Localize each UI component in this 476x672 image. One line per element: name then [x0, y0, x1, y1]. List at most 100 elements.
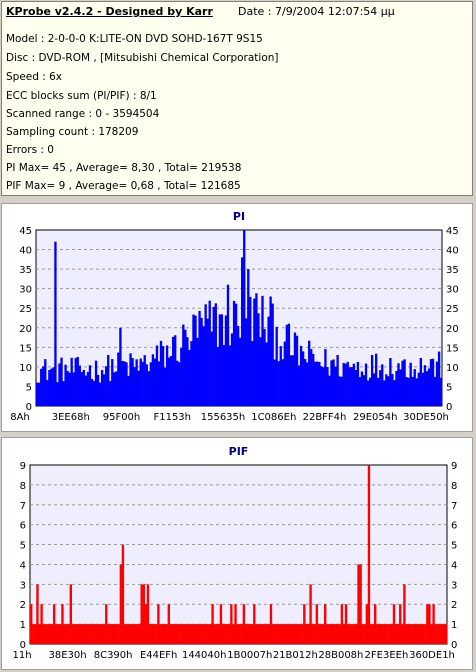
pi-bar — [417, 372, 420, 406]
pif-bar — [259, 624, 262, 644]
pif-y-tick-label-left: 5 — [20, 541, 26, 552]
pif-bar — [48, 624, 52, 644]
pif-bar — [109, 624, 112, 644]
pif-bar — [157, 604, 160, 644]
pi-bar — [389, 357, 392, 406]
pif-bar — [276, 624, 279, 644]
pi-bar — [419, 357, 422, 406]
pif-bar — [217, 624, 221, 644]
pif-bar — [188, 624, 191, 644]
pi-y-tick-label-right: 25 — [446, 304, 459, 315]
pif-bar — [175, 624, 179, 644]
pif-bar — [96, 624, 100, 644]
pi-x-tick-label: 8Ah — [10, 412, 30, 423]
pif-bar — [371, 624, 375, 644]
pi-bar — [131, 358, 134, 406]
pif-y-tick-label-left: 3 — [20, 580, 26, 591]
pif-bar — [315, 604, 319, 644]
pi-bar — [429, 359, 433, 406]
pif-bar — [246, 624, 250, 644]
scan-date: Date : 7/9/2004 12:07:54 μμ — [238, 5, 395, 18]
pi-bar — [322, 367, 325, 406]
pif-bar — [361, 624, 364, 644]
pi-bar — [385, 374, 388, 406]
pif-bar — [394, 624, 398, 644]
pif-x-tick-label: 21B012h — [273, 650, 318, 661]
pi-bar — [102, 374, 106, 406]
pif-bar — [374, 604, 377, 644]
info-panel: KProbe v2.4.2 - Designed by Karr Date : … — [1, 1, 473, 196]
pif-bar — [369, 624, 373, 644]
pif-bar — [232, 624, 235, 644]
pi-bar — [105, 366, 108, 406]
pi-bar — [72, 372, 75, 406]
pi-bar — [383, 380, 386, 406]
pif-bar — [248, 624, 252, 644]
pif-bar — [251, 624, 254, 644]
pif-bar — [294, 624, 298, 644]
pi-bar — [255, 293, 258, 406]
pi-bar — [368, 377, 372, 406]
pi-y-tick-label-left: 10 — [19, 363, 32, 374]
pi-bar — [202, 326, 205, 406]
pi-bar — [139, 358, 142, 406]
pi-bar — [220, 314, 224, 406]
pif-bar — [117, 624, 120, 644]
pi-bar — [401, 360, 404, 406]
pi-bar — [186, 337, 189, 406]
pif-bar — [100, 624, 104, 644]
pif-bar — [357, 564, 360, 644]
pi-bar — [318, 361, 321, 406]
pi-bar — [413, 369, 416, 406]
pi-bar — [273, 359, 276, 406]
pif-bar — [236, 624, 239, 644]
pi-bar — [316, 361, 319, 406]
info-pi-summary: PI Max= 45 , Average= 8,30 , Total= 2195… — [6, 162, 242, 174]
pi-bar — [348, 367, 351, 406]
pif-bar — [42, 624, 45, 644]
pif-y-tick-label-left: 1 — [20, 620, 26, 631]
pif-bar — [384, 624, 387, 644]
pi-bar — [259, 337, 262, 406]
pif-x-tick-label: 38E30h — [49, 650, 87, 661]
pi-bar — [409, 362, 412, 406]
pif-bar — [215, 624, 218, 644]
pif-bar — [301, 624, 304, 644]
pif-y-tick-label-left: 4 — [20, 560, 26, 571]
pif-bar — [225, 624, 229, 644]
info-speed: Speed : 6x — [6, 71, 63, 83]
pi-bar — [245, 318, 248, 406]
pif-bar — [238, 624, 241, 644]
pi-bar — [293, 332, 297, 406]
pi-bar — [234, 303, 238, 406]
pi-bar — [133, 367, 136, 406]
pi-bar — [50, 368, 53, 406]
pi-bar — [163, 367, 167, 406]
info-errors: Errors : 0 — [6, 144, 54, 156]
pi-bar — [74, 357, 77, 406]
pi-bar — [100, 370, 104, 406]
pif-y-tick-label-right: 0 — [451, 640, 457, 651]
pi-bar — [251, 340, 254, 406]
pi-bar — [230, 333, 234, 406]
pif-bar — [426, 604, 429, 644]
pif-bar — [440, 624, 444, 644]
pif-bar — [59, 624, 62, 644]
pi-bar — [56, 382, 59, 406]
pi-bar — [40, 368, 43, 406]
pi-bar — [257, 313, 260, 406]
pi-bar — [137, 370, 140, 406]
pi-chart-panel: PI 0 0 5 5 10 10 15 15 20 20 25 25 30 30 35 35 40 40 45 45 8A… — [1, 203, 473, 432]
pi-bar — [261, 295, 264, 406]
pif-bar — [323, 604, 327, 644]
pif-bar — [307, 624, 310, 644]
pif-bar — [71, 624, 75, 644]
pif-bar — [288, 624, 291, 644]
pi-y-tick-label-right: 20 — [446, 324, 459, 335]
pif-bar — [111, 624, 114, 644]
pi-x-tick-label: 1C086Eh — [251, 412, 296, 423]
pi-bar — [269, 296, 272, 406]
pif-bar — [257, 624, 260, 644]
pif-bar — [332, 624, 335, 644]
pif-bar — [190, 624, 193, 644]
